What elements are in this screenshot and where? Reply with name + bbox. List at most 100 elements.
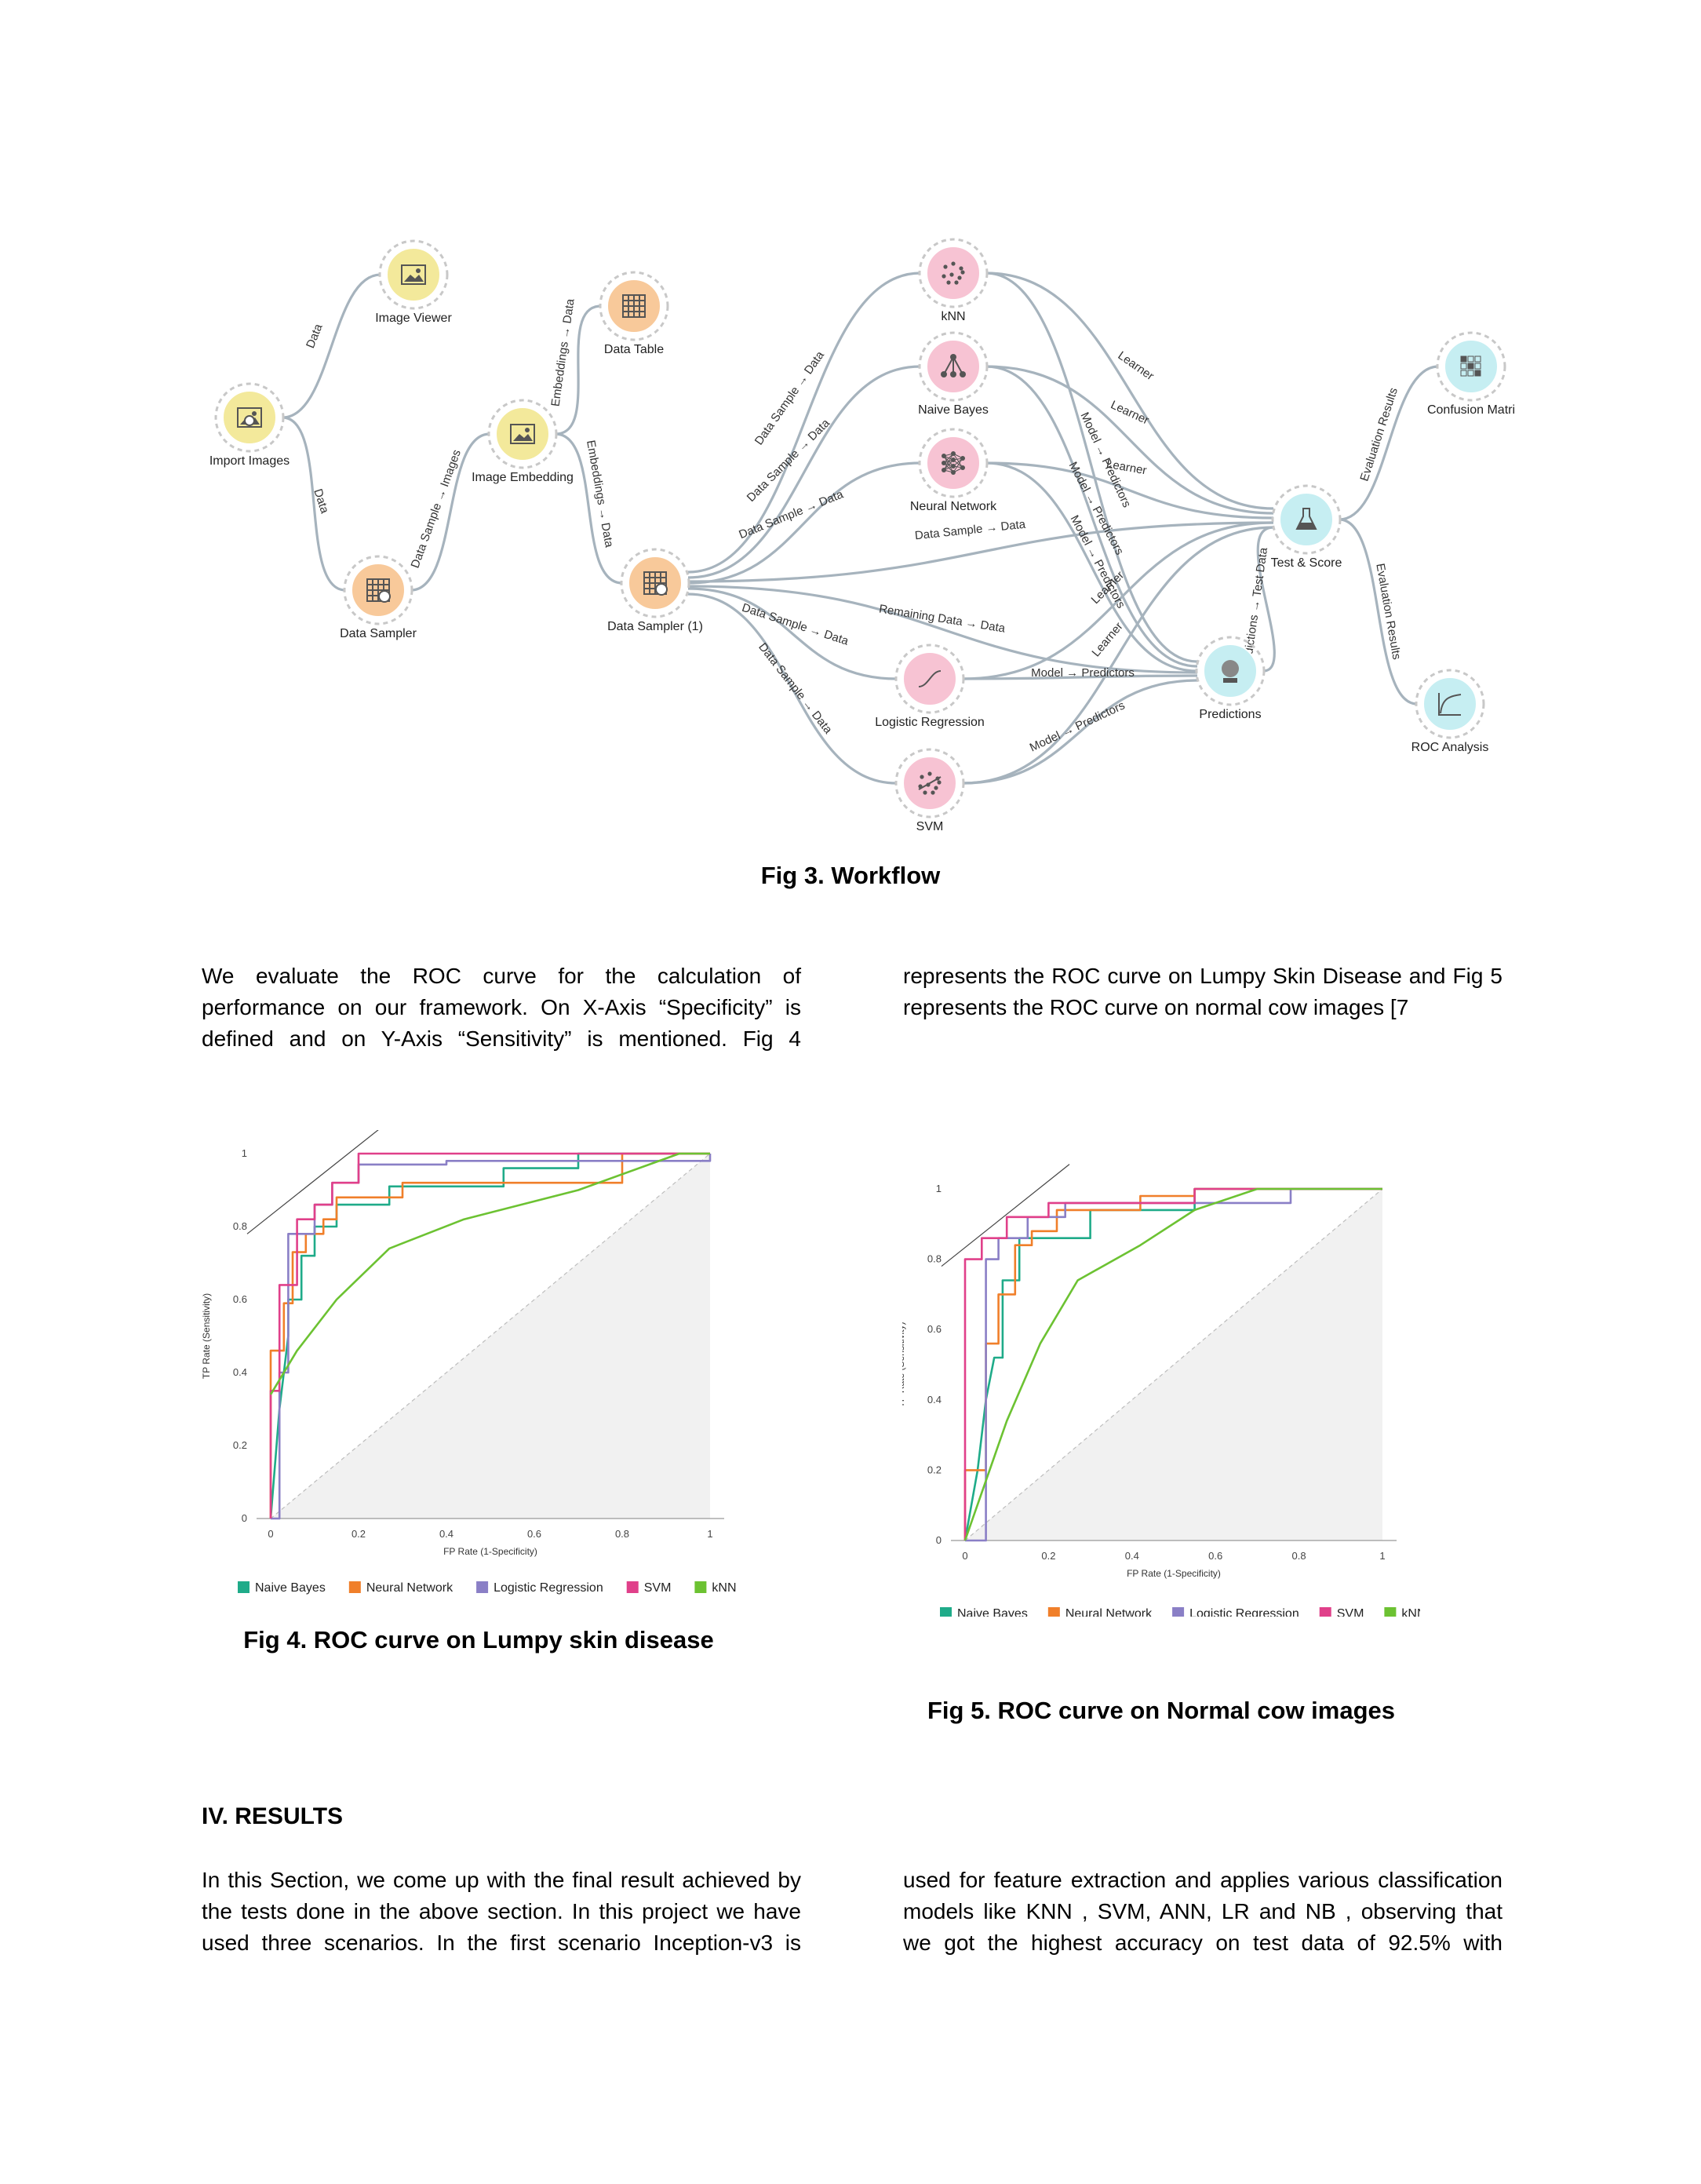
node-label: kNN	[941, 310, 965, 323]
roc-curve-knn	[963, 1187, 1382, 1541]
node-label: Data Sampler	[340, 627, 417, 640]
workflow-edge	[687, 461, 921, 585]
logistic-regression-icon	[918, 670, 942, 687]
workflow-node-sampler1[interactable]: Data Sampler (1)	[607, 548, 703, 633]
workflow-edge	[985, 365, 1198, 668]
roc-curve-neural-network	[269, 1152, 710, 1519]
legend-item: kNN	[1384, 1607, 1420, 1617]
fig5-roc-chart: 0 0.2 0.4 0.6 0.8 1 0 0.2 0.4 0.6 0.8 1 FP Rate (1-S…	[902, 1161, 1420, 1617]
y-tick-label: 0.6	[233, 1293, 247, 1305]
results-heading: IV. RESULTS	[202, 1803, 344, 1829]
workflow-edge	[985, 461, 1274, 520]
y-tick-label: 0.4	[233, 1366, 247, 1378]
workflow-node-table[interactable]: Data Table	[599, 271, 669, 356]
x-tick-label: 1	[707, 1528, 712, 1540]
confusion-matrix-icon	[1460, 355, 1481, 377]
fig4-caption: Fig 4. ROC curve on Lumpy skin disease	[243, 1626, 714, 1653]
workflow-edge	[1339, 365, 1439, 521]
edge-label: Learner	[1109, 398, 1151, 427]
y-tick-label: 0.8	[233, 1220, 247, 1232]
text-line: In this Section, we come up with the fin…	[202, 1868, 801, 1892]
edge-label: Data Sample → Data	[756, 640, 835, 737]
workflow-node-svm[interactable]: SVM	[894, 748, 965, 833]
workflow-edge	[687, 585, 1198, 674]
diagonal-reference-line	[964, 1188, 1383, 1541]
node-label: Test & Score	[1271, 556, 1342, 570]
y-tick-label: 0.4	[927, 1394, 942, 1406]
workflow-edge	[1256, 526, 1276, 673]
legend-swatch	[238, 1581, 250, 1593]
legend-swatch	[1384, 1607, 1397, 1617]
data-sampler-icon	[366, 578, 391, 603]
x-tick-label: 0.4	[1125, 1550, 1139, 1562]
node-label: Naive Bayes	[918, 403, 989, 417]
y-tick-label: 0.2	[233, 1439, 247, 1451]
legend-label: SVM	[1337, 1607, 1364, 1617]
node-label: Image Embedding	[472, 471, 574, 484]
workflow-edge	[985, 272, 1198, 663]
text-line: models like KNN , SVM, ANN, LR and NB , …	[903, 1899, 1502, 1923]
edge-label: Data Sample → Data	[740, 601, 850, 648]
workflow-edge	[962, 679, 1198, 785]
workflow-edge	[1339, 518, 1418, 706]
y-axis-label: TP Rate (Sensitivity)	[902, 1322, 906, 1407]
paragraph-2-right: used for feature extraction and applies …	[903, 1865, 1502, 1959]
x-tick-label: 0.2	[351, 1528, 366, 1540]
workflow-node-nb[interactable]: Naive Bayes	[918, 331, 989, 417]
image-upload-icon	[237, 407, 262, 428]
node-label: ROC Analysis	[1411, 741, 1489, 754]
legend-item: Neural Network	[1047, 1607, 1153, 1617]
workflow-node-import[interactable]: Import Images	[209, 382, 290, 468]
predictions-icon	[1222, 660, 1239, 683]
data-sampler-icon	[643, 571, 668, 596]
edge-label: Data Sample → Data	[745, 416, 833, 505]
legend-label: Neural Network	[366, 1581, 453, 1595]
workflow-edge	[410, 432, 490, 592]
workflow-node-sampler[interactable]: Data Sampler	[340, 555, 417, 640]
x-tick-label: 0.8	[615, 1528, 629, 1540]
workflow-edge	[687, 521, 1274, 583]
knn-icon	[942, 261, 965, 285]
legend-swatch	[1172, 1607, 1185, 1617]
x-tick-label: 1	[1379, 1550, 1385, 1562]
paragraph-1-left: We evaluate the ROC curve for the calcul…	[202, 961, 801, 1055]
x-axis-label: FP Rate (1-Specificity)	[443, 1546, 537, 1557]
workflow-node-embedding[interactable]: Image Embedding	[472, 399, 574, 484]
legend-label: Logistic Regression	[494, 1581, 603, 1595]
node-label: Image Viewer	[375, 312, 452, 325]
edge-label: Model → Predictors	[1031, 666, 1135, 680]
naive-bayes-icon	[941, 354, 966, 377]
text-line: performance on our framework. On X-Axis …	[202, 995, 801, 1019]
legend-label: Naive Bayes	[957, 1607, 1028, 1617]
roc-analysis-icon	[1438, 693, 1462, 716]
legend-label: kNN	[1401, 1607, 1420, 1617]
legend-swatch	[476, 1581, 489, 1593]
workflow-edges	[282, 272, 1439, 785]
workflow-node-roc[interactable]: ROC Analysis	[1411, 669, 1489, 754]
x-tick-label: 0	[268, 1528, 273, 1540]
node-label: Logistic Regression	[875, 716, 985, 729]
legend-item: SVM	[1319, 1607, 1364, 1617]
image-viewer-icon	[401, 264, 426, 285]
neural-network-icon	[942, 451, 965, 475]
legend-item: SVM	[626, 1581, 671, 1595]
image-embedding-icon	[510, 424, 535, 444]
legend-label: kNN	[712, 1581, 736, 1595]
workflow-node-confusion[interactable]: Confusion Matri	[1427, 331, 1515, 417]
workflow-edge	[962, 521, 1274, 680]
fig5-caption: Fig 5. ROC curve on Normal cow images	[927, 1697, 1396, 1724]
workflow-node-predictions[interactable]: Predictions	[1195, 636, 1266, 721]
workflow-node-nn[interactable]: Neural Network	[910, 428, 997, 513]
workflow-edge	[985, 461, 1198, 673]
workflow-node-knn[interactable]: kNN	[918, 238, 989, 323]
text-line: represents the ROC curve on normal cow i…	[903, 995, 1409, 1019]
workflow-node-lr[interactable]: Logistic Regression	[875, 644, 985, 729]
legend-swatch	[1319, 1607, 1331, 1617]
workflow-edge	[687, 587, 898, 680]
y-tick-label: 0.8	[927, 1253, 942, 1265]
workflow-node-test[interactable]: Test & Score	[1271, 484, 1342, 570]
workflow-node-viewer[interactable]: Image Viewer	[375, 239, 452, 325]
workflow-edge	[555, 432, 623, 585]
legend-swatch	[694, 1581, 707, 1593]
legend-swatch	[1047, 1607, 1060, 1617]
